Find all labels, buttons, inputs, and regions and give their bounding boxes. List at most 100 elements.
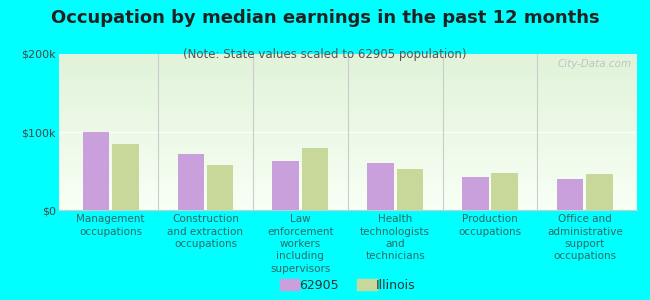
Bar [58, 136, 637, 137]
Bar [58, 190, 637, 191]
Bar [58, 71, 637, 72]
Bar [58, 104, 637, 105]
Bar [557, 179, 584, 210]
Bar [58, 101, 637, 102]
Bar [58, 140, 637, 141]
Bar [58, 117, 637, 118]
Bar [112, 144, 138, 210]
Bar [491, 172, 518, 210]
Bar [58, 103, 637, 104]
Bar [58, 65, 637, 66]
Bar [58, 91, 637, 92]
Bar [58, 169, 637, 170]
Bar [58, 160, 637, 161]
Bar [58, 196, 637, 197]
Bar [58, 128, 637, 129]
Bar [58, 55, 637, 56]
Bar [272, 161, 299, 210]
Bar [58, 198, 637, 199]
Bar [58, 119, 637, 120]
Bar [367, 163, 394, 210]
Bar [58, 143, 637, 144]
Bar [58, 185, 637, 186]
Bar [58, 79, 637, 80]
Bar [58, 142, 637, 143]
Bar [58, 177, 637, 178]
Bar [58, 138, 637, 139]
Bar [58, 208, 637, 209]
Bar [58, 175, 637, 176]
Bar [58, 66, 637, 67]
Bar [58, 125, 637, 126]
Bar [58, 168, 637, 169]
Legend: 62905, Illinois: 62905, Illinois [275, 274, 421, 297]
Bar [58, 78, 637, 79]
Bar [58, 162, 637, 163]
Bar [58, 115, 637, 116]
Bar [58, 191, 637, 192]
Bar [58, 182, 637, 183]
Bar [58, 102, 637, 103]
Bar [58, 100, 637, 101]
Text: (Note: State values scaled to 62905 population): (Note: State values scaled to 62905 popu… [183, 48, 467, 61]
Bar [58, 146, 637, 147]
Bar [58, 202, 637, 203]
Bar [58, 98, 637, 99]
Bar [58, 157, 637, 158]
Bar [58, 108, 637, 109]
Bar [58, 180, 637, 181]
Bar [58, 129, 637, 130]
Bar [58, 99, 637, 100]
Bar [58, 124, 637, 125]
Bar [58, 203, 637, 204]
Bar [58, 81, 637, 82]
Bar [58, 207, 637, 208]
Bar [58, 63, 637, 64]
Bar [58, 86, 637, 87]
Bar [58, 62, 637, 63]
Bar [58, 187, 637, 188]
Bar [58, 179, 637, 180]
Bar [58, 58, 637, 59]
Bar [58, 114, 637, 115]
Bar [58, 80, 637, 81]
Bar [302, 148, 328, 210]
Bar [58, 144, 637, 145]
Bar [58, 93, 637, 94]
Bar [58, 88, 637, 89]
Bar [58, 56, 637, 57]
Bar [58, 87, 637, 88]
Bar [58, 149, 637, 150]
Bar [58, 161, 637, 162]
Bar [58, 173, 637, 174]
Bar [58, 90, 637, 91]
Bar [586, 174, 613, 210]
Bar [58, 170, 637, 171]
Bar [58, 122, 637, 123]
Bar [177, 154, 204, 210]
Bar [58, 73, 637, 74]
Bar [58, 171, 637, 172]
Bar [58, 112, 637, 113]
Bar [58, 134, 637, 135]
Bar [58, 110, 637, 111]
Bar [58, 189, 637, 190]
Bar [58, 132, 637, 133]
Bar [58, 77, 637, 78]
Bar [58, 194, 637, 195]
Bar [58, 118, 637, 119]
Bar [58, 69, 637, 70]
Bar [58, 163, 637, 164]
Bar [58, 176, 637, 177]
Bar [58, 181, 637, 182]
Bar [58, 167, 637, 168]
Bar [58, 135, 637, 136]
Bar [58, 94, 637, 95]
Bar [58, 184, 637, 185]
Bar [58, 121, 637, 122]
Bar [58, 107, 637, 108]
Bar [58, 206, 637, 207]
Bar [58, 70, 637, 71]
Bar [58, 151, 637, 152]
Bar [58, 141, 637, 142]
